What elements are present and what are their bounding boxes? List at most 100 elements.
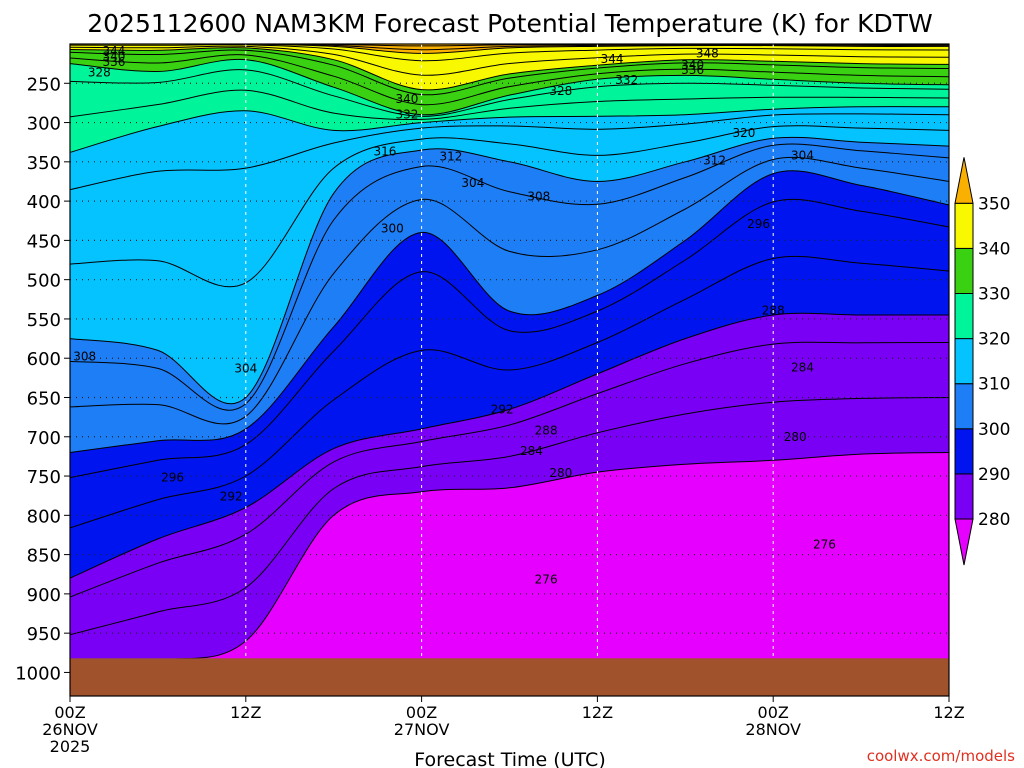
contour-label: 336 <box>681 63 704 77</box>
y-tick-label: 450 <box>27 231 61 252</box>
contour-label: 284 <box>520 444 543 458</box>
theta-contour-lines <box>70 44 949 673</box>
y-tick-label: 350 <box>27 153 61 174</box>
contour-label: 304 <box>461 176 484 190</box>
contour-label: 296 <box>747 217 770 231</box>
contour-label: 344 <box>102 44 125 58</box>
contour-label: 328 <box>549 84 572 98</box>
colorbar-legend: 280 290 300 310 320 330 340 350 <box>954 157 1010 566</box>
colorbar-label: 330 <box>978 285 1010 305</box>
contour-328 <box>70 69 949 117</box>
ground-terrain <box>70 658 949 696</box>
contour-label: 276 <box>813 537 836 551</box>
contour-label: 288 <box>762 303 785 317</box>
contour-label: 344 <box>601 52 624 66</box>
y-tick-label: 650 <box>27 388 61 409</box>
x-tick-label: 2025 <box>50 737 91 756</box>
y-tick-label: 600 <box>27 349 61 370</box>
band-above-340 <box>70 44 949 90</box>
colorbar-box-300 <box>954 383 974 430</box>
credit-text[interactable]: coolwx.com/models <box>867 747 1015 765</box>
y-tick-label: 250 <box>27 74 61 95</box>
colorbar-box-320 <box>954 293 974 340</box>
x-tick-label: 00Z <box>758 703 789 722</box>
contour-314 <box>70 125 949 288</box>
y-tick-label: 900 <box>27 585 61 606</box>
band-above-330 <box>70 44 949 115</box>
y-tick-label: 950 <box>27 624 61 645</box>
contour-344 <box>70 45 949 76</box>
contour-294 <box>70 255 949 529</box>
colorbar-arrow-high <box>954 157 974 204</box>
contour-298 <box>70 198 949 479</box>
contour-label: 336 <box>102 55 125 69</box>
colorbar-label: 310 <box>978 375 1010 395</box>
contour-290 <box>70 312 949 579</box>
contour-330 <box>70 58 949 116</box>
contour-label: 312 <box>439 149 462 163</box>
colorbar-label: 340 <box>978 239 1010 259</box>
plot-area <box>70 44 949 696</box>
contour-label: 332 <box>615 73 638 87</box>
colorbar-label: 320 <box>978 330 1010 350</box>
chart-title: 2025112600 NAM3KM Forecast Potential Tem… <box>87 9 933 38</box>
contour-label: 280 <box>549 466 572 480</box>
contour-label: 320 <box>732 126 755 140</box>
contour-label: 340 <box>681 58 704 72</box>
contour-label: 328 <box>88 65 111 79</box>
contour-label: 312 <box>703 153 726 167</box>
contour-284 <box>70 397 949 636</box>
y-tick-label: 400 <box>27 192 61 213</box>
colorbar-box-290 <box>954 428 974 475</box>
contour-354 <box>70 44 949 51</box>
x-tick-label: 00Z <box>54 703 85 722</box>
contour-label: 332 <box>395 108 418 122</box>
contour-label: 292 <box>491 402 514 416</box>
x-axis-label: Forecast Time (UTC) <box>414 749 605 768</box>
x-tick-label: 27NOV <box>394 720 450 739</box>
contour-334 <box>70 54 949 106</box>
contour-340 <box>70 47 949 91</box>
contour-label: 300 <box>381 222 404 236</box>
colorbar-label: 300 <box>978 420 1010 440</box>
contour-label: 304 <box>234 361 257 375</box>
contour-300 <box>70 170 949 453</box>
contour-280 <box>70 452 949 673</box>
contour-label: 316 <box>374 145 397 159</box>
y-tick-label: 800 <box>27 506 61 527</box>
y-tick-label: 1000 <box>15 663 61 684</box>
contour-348 <box>70 44 949 62</box>
colorbar-box-330 <box>954 247 974 294</box>
contour-310 <box>70 136 949 405</box>
y-axis: 250 300 350 400 450 500 550 600 650 700 750 800 850 9… <box>15 74 70 684</box>
x-tick-label: 00Z <box>406 703 437 722</box>
x-tick-label: 28NOV <box>745 720 801 739</box>
plot-frame <box>69 43 950 697</box>
colorbar-box-310 <box>954 338 974 385</box>
colorbar-arrow-low <box>954 518 974 566</box>
colorbar-label: 290 <box>978 465 1010 485</box>
contour-320 <box>70 106 949 153</box>
contour-label: 288 <box>535 423 558 437</box>
contour-label: 348 <box>696 46 719 60</box>
contour-label: 292 <box>220 489 243 503</box>
x-tick-label: 26NOV <box>42 720 98 739</box>
contour-label: 308 <box>73 350 96 364</box>
y-tick-label: 700 <box>27 428 61 449</box>
contour-label: 284 <box>791 361 814 375</box>
colorbar-label: 280 <box>978 510 1010 530</box>
colorbar-label: 350 <box>978 194 1010 214</box>
y-tick-label: 550 <box>27 310 61 331</box>
contour-label: 304 <box>791 149 814 163</box>
contour-label: 280 <box>784 430 807 444</box>
contour-318 <box>70 113 949 191</box>
contour-338 <box>70 49 949 96</box>
y-tick-label: 300 <box>27 114 61 135</box>
contour-288 <box>70 341 949 598</box>
contour-304 <box>70 156 949 425</box>
contour-308 <box>70 143 949 411</box>
x-tick-label: 12Z <box>582 703 613 722</box>
